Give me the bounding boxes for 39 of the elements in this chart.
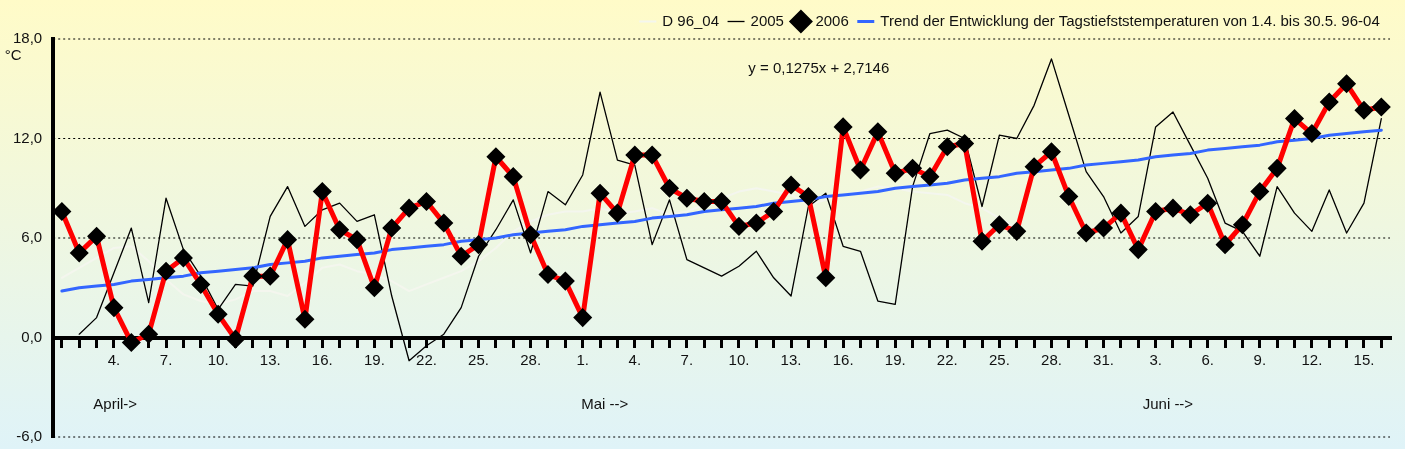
x-tick-label: 7. [159,350,173,368]
y-tick-label: 18,0 [12,29,43,47]
x-tick-label: 19. [363,350,385,368]
x-tick-label: 13. [259,350,281,368]
x-tick-label: 22. [416,350,437,368]
x-tick-label: 4. [107,350,121,368]
x-tick-label: 6. [1201,350,1214,368]
x-tick-label: 4. [628,350,642,368]
annotation: y = 0,1275x + 2,7146 [748,58,890,76]
x-tick-label: 15. [1353,350,1375,368]
x-tick-label: 31. [1093,350,1114,368]
x-tick-label: 25. [988,350,1010,368]
x-tick-label: 22. [936,350,958,368]
legend-label: D 96_04 [662,11,720,29]
y-tick-label: 6,0 [21,228,43,246]
y-tick-label: -6,0 [16,427,43,445]
y-axis-title: °C [4,45,22,63]
legend-label: 2006 [815,11,849,29]
x-tick-label: 19. [884,350,906,368]
x-tick-label: 28. [520,350,542,368]
x-tick-label: 9. [1253,350,1267,368]
x-tick-label: 7. [680,350,694,368]
x-tick-label: 28. [1041,350,1062,368]
x-tick-label: 16. [311,350,333,368]
annotation: Mai --> [581,394,629,412]
x-tick-label: 25. [468,350,489,368]
x-tick-label: 13. [780,350,802,368]
legend-label: 2005 [750,11,784,29]
x-tick-label: 1. [576,350,589,368]
x-tick-label: 16. [832,350,854,368]
y-tick-label: 0,0 [21,327,43,345]
y-tick-label: 12,0 [12,128,43,146]
annotation: April-> [93,394,138,412]
x-tick-label: 12. [1301,350,1323,368]
legend-label: Trend der Entwicklung der Tagstiefststemperaturen von 1.4. bis 30.5. 96-04 [880,11,1380,29]
annotation: Juni --> [1142,394,1194,412]
x-tick-label: 10. [728,350,750,368]
x-tick-label: 3. [1149,350,1162,368]
x-tick-label: 10. [207,350,229,368]
